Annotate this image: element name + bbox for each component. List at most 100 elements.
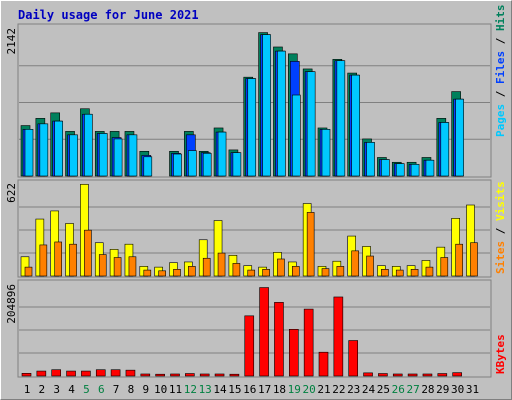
x-tick-label-13: 13 xyxy=(199,383,212,396)
pages-bar-14 xyxy=(217,131,227,177)
hits-legend: Pages / Files / Hits xyxy=(494,5,507,138)
kbytes-bar-29 xyxy=(437,373,448,377)
x-tick-label-5: 5 xyxy=(83,383,90,396)
kbytes-bar-26 xyxy=(392,373,403,377)
sites-bar-29 xyxy=(440,257,449,277)
kbytes-bar-21 xyxy=(318,351,329,377)
pages-bar-29 xyxy=(440,122,450,177)
sites-bar-16 xyxy=(247,269,256,277)
pages-bar-19 xyxy=(291,94,301,177)
x-tick-label-3: 3 xyxy=(53,383,60,396)
kbytes-legend: KBytes xyxy=(494,334,507,374)
sites-bar-7 xyxy=(113,257,122,277)
kbytes-bar-22 xyxy=(333,296,344,377)
sites-bar-6 xyxy=(98,254,107,277)
pages-bar-30 xyxy=(455,98,464,177)
svg-text:Pages / File: Pages / Files / Hits xyxy=(494,5,507,138)
x-tick-label-9: 9 xyxy=(142,383,149,396)
hits-max-label: 2142 xyxy=(5,28,18,55)
pages-bar-28 xyxy=(425,159,435,177)
sites-bar-9 xyxy=(143,269,152,277)
x-tick-label-24: 24 xyxy=(362,383,376,396)
x-tick-label-16: 16 xyxy=(243,383,256,396)
x-tick-label-15: 15 xyxy=(228,383,241,396)
kbytes-bar-10 xyxy=(155,373,165,377)
kbytes-bar-2 xyxy=(36,370,47,377)
sites-bar-8 xyxy=(128,256,137,277)
sites-bar-19 xyxy=(291,266,300,277)
kbytes-bar-9 xyxy=(140,373,151,377)
kbytes-bar-24 xyxy=(363,372,373,377)
sites-bar-12 xyxy=(188,266,196,277)
pages-bar-17 xyxy=(262,34,271,177)
x-tick-label-28: 28 xyxy=(421,383,434,396)
pages-bar-25 xyxy=(381,159,390,177)
sites-bar-22 xyxy=(336,266,345,277)
kbytes-bar-28 xyxy=(422,373,433,377)
x-tick-label-29: 29 xyxy=(436,383,449,396)
sites-bar-15 xyxy=(232,263,241,277)
kbytes-bar-25 xyxy=(378,373,388,377)
sites-bar-5 xyxy=(84,229,92,277)
sites-bar-3 xyxy=(54,241,63,277)
sites-bar-11 xyxy=(173,269,181,277)
x-tick-label-17: 17 xyxy=(258,383,271,396)
kbytes-bar-11 xyxy=(170,373,180,377)
pages-bar-1 xyxy=(24,129,34,177)
pages-bar-5 xyxy=(84,113,93,177)
x-tick-label-18: 18 xyxy=(273,383,286,396)
sites-bar-25 xyxy=(381,269,389,277)
kbytes-bar-4 xyxy=(66,370,76,377)
x-tick-label-26: 26 xyxy=(392,383,405,396)
sites-bar-13 xyxy=(202,257,211,277)
hits-bars xyxy=(19,32,490,177)
x-axis-labels: 1 2 3 4 5 6 7 8 9 10 11 12 13 14 15 16 17 18 19 20 21 22 23 24 2… xyxy=(24,383,479,396)
pages-bar-23 xyxy=(351,74,361,177)
pages-bar-26 xyxy=(395,163,405,177)
panel-visits: 622 Sites / Visits xyxy=(5,179,507,278)
kbytes-bar-27 xyxy=(407,373,418,377)
sites-bar-1 xyxy=(24,266,33,277)
x-tick-label-11: 11 xyxy=(169,383,182,396)
x-tick-label-22: 22 xyxy=(332,383,345,396)
chart-title: Daily usage for June 2021 xyxy=(18,8,199,22)
kbytes-bar-8 xyxy=(125,369,136,377)
sites-bar-20 xyxy=(306,212,315,277)
sites-bar-2 xyxy=(39,244,48,277)
visits-bars xyxy=(19,183,490,277)
sites-bar-30 xyxy=(455,243,463,277)
x-tick-label-4: 4 xyxy=(68,383,75,396)
pages-bar-12 xyxy=(188,150,197,177)
kbytes-bar-30 xyxy=(452,372,462,377)
svg-text:KBytes: KBytes xyxy=(494,334,507,374)
x-tick-label-10: 10 xyxy=(154,383,167,396)
visits-legend: Sites / Visits xyxy=(494,181,507,274)
legend-sites: Sites xyxy=(494,241,507,274)
legend-pages: Pages xyxy=(494,104,507,137)
x-tick-label-25: 25 xyxy=(377,383,390,396)
x-tick-label-1: 1 xyxy=(24,383,31,396)
pages-bar-8 xyxy=(128,134,138,177)
kbytes-bar-23 xyxy=(348,340,359,377)
x-tick-label-21: 21 xyxy=(317,383,330,396)
visits-max-label: 622 xyxy=(5,183,18,203)
sites-bar-18 xyxy=(277,258,285,277)
pages-bar-22 xyxy=(336,60,346,177)
kbytes-bars xyxy=(19,287,490,377)
kbytes-bar-13 xyxy=(199,373,210,377)
pages-bar-9 xyxy=(143,156,153,177)
legend-hits: Hits xyxy=(494,5,507,32)
pages-bar-4 xyxy=(69,134,78,177)
svg-text:Sites / Visi: Sites / Visits xyxy=(494,181,507,274)
sites-bar-26 xyxy=(395,269,404,277)
x-tick-label-30: 30 xyxy=(451,383,464,396)
x-tick-label-27: 27 xyxy=(406,383,419,396)
sites-bar-21 xyxy=(321,268,330,277)
pages-bar-20 xyxy=(306,71,316,177)
panel-kbytes: 204896 KBytes xyxy=(5,279,507,378)
legend-kbytes: KBytes xyxy=(494,334,507,374)
kbytes-bar-7 xyxy=(110,369,121,377)
sites-bar-24 xyxy=(366,255,374,277)
pages-bar-6 xyxy=(98,133,108,177)
pages-bar-21 xyxy=(321,129,331,177)
